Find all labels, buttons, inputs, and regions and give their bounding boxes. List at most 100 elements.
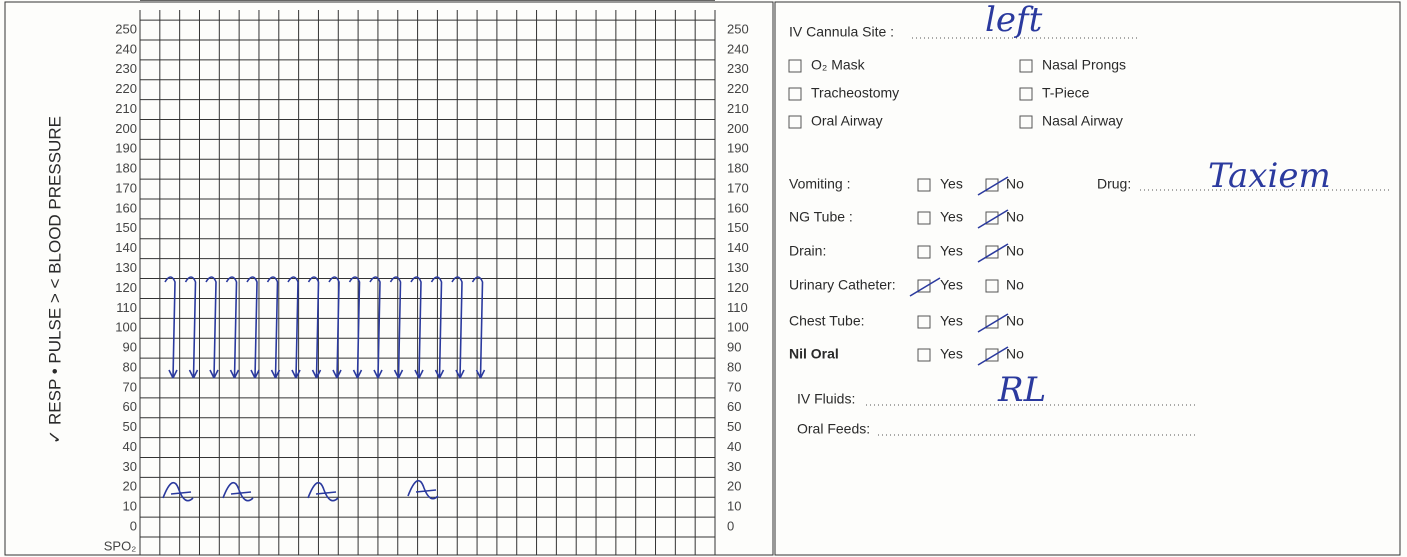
side-label: ✓ RESP • PULSE > < BLOOD PRESSURE xyxy=(45,116,64,444)
option-label: Yes xyxy=(940,176,963,192)
option-label: No xyxy=(1006,209,1024,225)
scale-label: 130 xyxy=(727,260,749,275)
option-label: Nasal Prongs xyxy=(1042,57,1126,73)
scale-label: 90 xyxy=(123,340,137,355)
scale-label: 180 xyxy=(115,161,137,176)
check-mark xyxy=(910,278,940,296)
scale-label: 150 xyxy=(115,220,137,235)
scale-label: 180 xyxy=(727,161,749,176)
scale-label: 60 xyxy=(123,399,137,414)
scale-label: 90 xyxy=(727,340,741,355)
scale-label: 10 xyxy=(727,499,741,514)
scale-label: 220 xyxy=(727,81,749,96)
scale-label: 120 xyxy=(115,280,137,295)
scale-label: 190 xyxy=(115,141,137,156)
checkbox[interactable] xyxy=(1020,116,1032,128)
option-label: T-Piece xyxy=(1042,85,1090,101)
scale-label: 50 xyxy=(123,419,137,434)
option-label: Nasal Airway xyxy=(1042,113,1123,129)
drug-entry: Taxiem xyxy=(1208,156,1331,196)
checkbox[interactable] xyxy=(789,60,801,72)
scale-label: 0 xyxy=(727,518,734,533)
iv-fluids-entry: RL xyxy=(997,370,1046,410)
option-label: Tracheostomy xyxy=(811,85,899,101)
checkbox[interactable] xyxy=(918,316,930,328)
ink-stroke xyxy=(206,277,218,378)
ink-stroke xyxy=(411,277,423,378)
option-label: Yes xyxy=(940,277,963,293)
checkbox[interactable] xyxy=(918,212,930,224)
option-label: Yes xyxy=(940,313,963,329)
scale-label: 230 xyxy=(727,61,749,76)
scale-label: 100 xyxy=(727,320,749,335)
scale-label: 200 xyxy=(727,121,749,136)
option-label: No xyxy=(1006,313,1024,329)
row-label: Chest Tube: xyxy=(789,313,865,329)
scale-label: 220 xyxy=(115,81,137,96)
scale-label: 70 xyxy=(123,379,137,394)
checkbox[interactable] xyxy=(986,280,998,292)
ink-stroke xyxy=(268,277,280,378)
site-entry: left xyxy=(985,0,1043,40)
ink-stroke xyxy=(391,277,403,378)
row-label: Urinary Catheter: xyxy=(789,277,896,293)
drug-label: Drug: xyxy=(1097,176,1131,192)
option-label: No xyxy=(1006,176,1024,192)
scale-label: 100 xyxy=(115,320,137,335)
ink-stroke xyxy=(223,483,253,501)
scale-label: 160 xyxy=(115,200,137,215)
check-mark xyxy=(978,244,1008,262)
check-mark xyxy=(978,177,1008,195)
ink-stroke xyxy=(186,277,198,378)
scale-label: 70 xyxy=(727,379,741,394)
check-mark xyxy=(978,210,1008,228)
scale-label: 240 xyxy=(115,41,137,56)
scale-label: 40 xyxy=(123,439,137,454)
checkbox[interactable] xyxy=(918,179,930,191)
handwritten-marks xyxy=(163,277,485,501)
scale-label: 200 xyxy=(115,121,137,136)
scale-label: 20 xyxy=(123,479,137,494)
row-label: Drain: xyxy=(789,243,826,259)
option-label: No xyxy=(1006,346,1024,362)
iv-fluids-label: IV Fluids: xyxy=(797,391,855,407)
scale-label: 150 xyxy=(727,220,749,235)
scale-label: 240 xyxy=(727,41,749,56)
scale-label: 20 xyxy=(727,479,741,494)
option-label: O₂ Mask xyxy=(811,57,866,73)
ink-stroke xyxy=(227,277,239,378)
scale-label: 0 xyxy=(130,518,137,533)
scale-label: 40 xyxy=(727,439,741,454)
scale-label: 160 xyxy=(727,200,749,215)
ink-stroke xyxy=(473,277,485,378)
ink-stroke xyxy=(350,277,362,378)
scale-label: 80 xyxy=(123,359,137,374)
row-label: Nil Oral xyxy=(789,346,839,362)
ink-stroke xyxy=(408,481,438,499)
scale-label: 170 xyxy=(115,180,137,195)
option-label: Yes xyxy=(940,346,963,362)
checkbox[interactable] xyxy=(789,116,801,128)
scale-label: 250 xyxy=(115,21,137,36)
scale-label: 250 xyxy=(727,21,749,36)
checkbox[interactable] xyxy=(918,349,930,361)
checkbox[interactable] xyxy=(1020,60,1032,72)
option-label: Oral Airway xyxy=(811,113,883,129)
ink-stroke xyxy=(308,483,338,501)
scale-label: 140 xyxy=(115,240,137,255)
scale-label: 210 xyxy=(727,101,749,116)
checkbox[interactable] xyxy=(1020,88,1032,100)
checkbox[interactable] xyxy=(918,246,930,258)
scale-label: 10 xyxy=(123,499,137,514)
check-mark xyxy=(978,347,1008,365)
scale-label: 60 xyxy=(727,399,741,414)
scale-label: 30 xyxy=(123,459,137,474)
check-mark xyxy=(978,314,1008,332)
ink-stroke xyxy=(247,277,259,378)
checkbox[interactable] xyxy=(789,88,801,100)
grid xyxy=(140,0,715,555)
row-label: Vomiting : xyxy=(789,176,850,192)
ink-stroke xyxy=(370,277,382,378)
option-label: No xyxy=(1006,243,1024,259)
ink-stroke xyxy=(452,277,464,378)
